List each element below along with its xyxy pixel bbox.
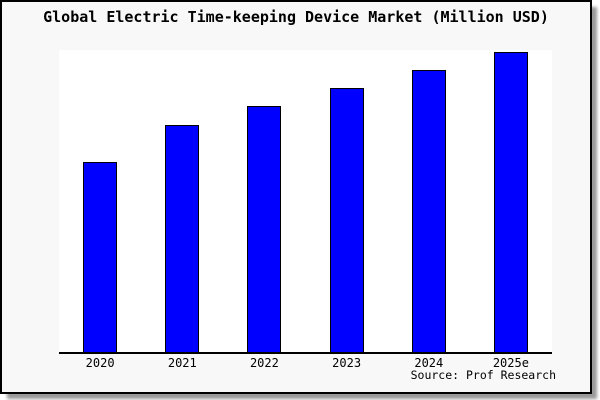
bar-2025e	[493, 52, 528, 352]
x-tick-label-2021: 2021	[167, 356, 197, 370]
bar-2024	[411, 70, 446, 352]
bar-2022	[247, 106, 282, 352]
x-tick-label-2023: 2023	[332, 356, 362, 370]
x-tick-label-2024: 2024	[414, 356, 444, 370]
bar-2021	[165, 125, 200, 352]
plot-area	[59, 50, 552, 354]
bar-2020	[83, 162, 118, 352]
chart-frame: Global Electric Time-keeping Device Mark…	[0, 0, 592, 394]
x-tick-label-2022: 2022	[249, 356, 279, 370]
x-tick-label-2025e: 2025e	[492, 356, 529, 370]
bar-2023	[329, 88, 364, 352]
chart-title: Global Electric Time-keeping Device Mark…	[43, 8, 549, 26]
x-axis-tick-labels: 2020 2021 2022 2023 2024 2025e	[59, 356, 552, 372]
source-credit: Source: Prof Research	[410, 368, 556, 382]
x-tick-label-2020: 2020	[85, 356, 115, 370]
